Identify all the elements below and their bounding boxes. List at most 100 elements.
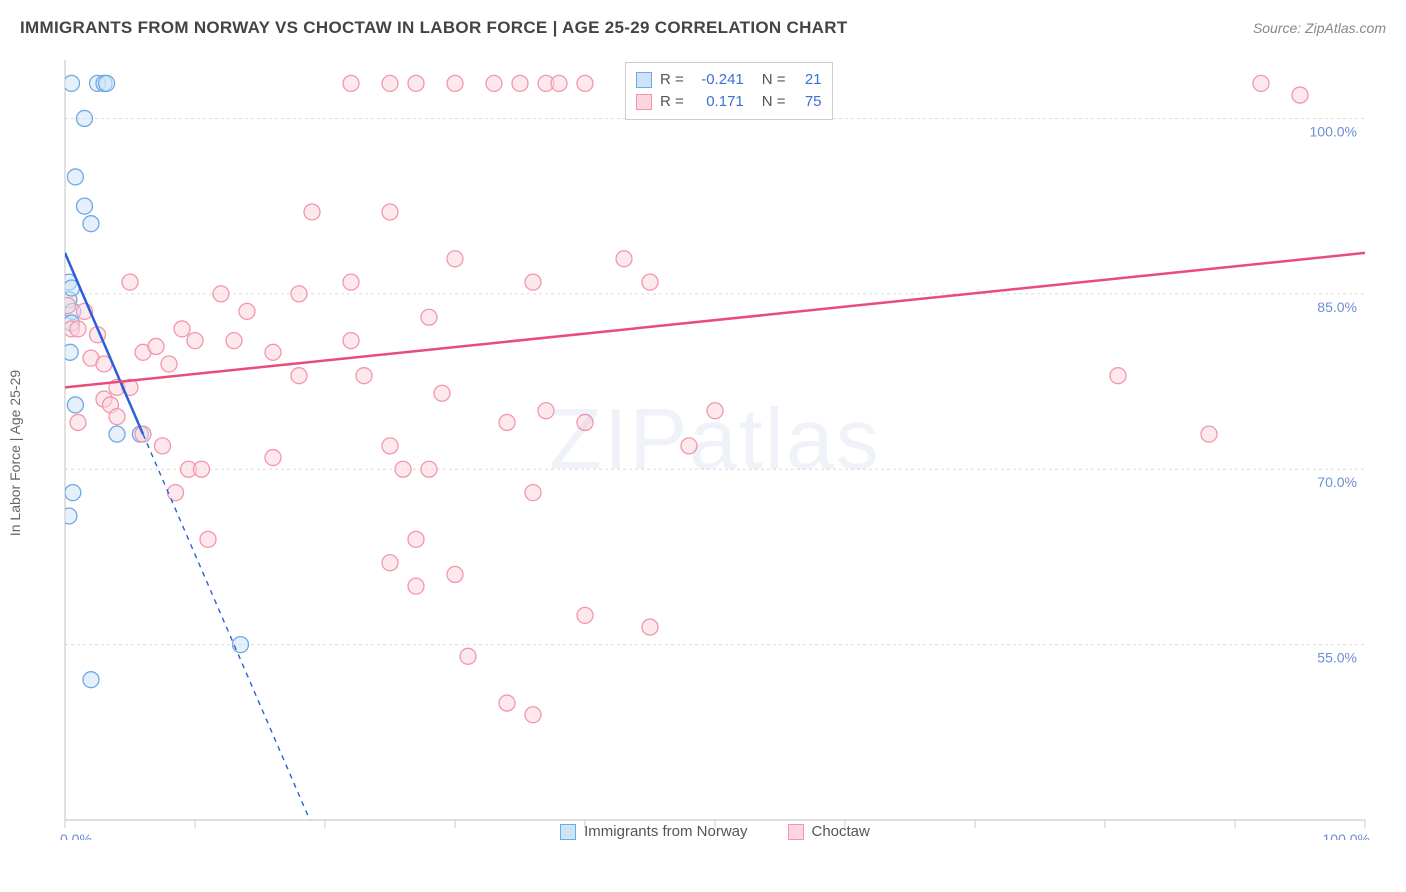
data-point-choctaw [161,356,177,372]
chart-area: In Labor Force | Age 25-29 ZIPatlas 55.0… [45,50,1385,840]
data-point-choctaw [512,75,528,91]
y-tick-label: 55.0% [1317,650,1357,666]
legend-n-value: 21 [794,69,822,91]
data-point-choctaw [343,274,359,290]
data-point-choctaw [382,204,398,220]
title-bar: IMMIGRANTS FROM NORWAY VS CHOCTAW IN LAB… [20,18,1386,38]
trend-line-choctaw [65,253,1365,387]
legend-r-value: -0.241 [692,69,744,91]
data-point-choctaw [525,707,541,723]
data-point-choctaw [681,438,697,454]
data-point-choctaw [155,438,171,454]
legend-row-choctaw: R =0.171N =75 [636,91,822,113]
data-point-norway [77,198,93,214]
data-point-choctaw [343,75,359,91]
data-point-choctaw [642,274,658,290]
data-point-choctaw [122,274,138,290]
bottom-legend-item-choctaw: Choctaw [788,823,870,840]
legend-r-value: 0.171 [692,91,744,113]
y-axis-label: In Labor Force | Age 25-29 [7,370,23,536]
chart-title: IMMIGRANTS FROM NORWAY VS CHOCTAW IN LAB… [20,18,848,38]
data-point-choctaw [304,204,320,220]
data-point-choctaw [421,461,437,477]
data-point-norway [233,637,249,653]
data-point-choctaw [174,321,190,337]
data-point-choctaw [577,607,593,623]
data-point-choctaw [525,274,541,290]
legend-n-value: 75 [794,91,822,113]
data-point-choctaw [1201,426,1217,442]
data-point-choctaw [499,414,515,430]
legend-swatch [636,94,652,110]
data-point-choctaw [382,75,398,91]
data-point-choctaw [577,414,593,430]
data-point-choctaw [447,75,463,91]
data-point-choctaw [70,414,86,430]
data-point-norway [83,216,99,232]
data-point-choctaw [265,450,281,466]
data-point-choctaw [1110,368,1126,384]
data-point-choctaw [168,485,184,501]
data-point-choctaw [551,75,567,91]
data-point-choctaw [395,461,411,477]
data-point-choctaw [642,619,658,635]
data-point-norway [65,485,81,501]
y-tick-label: 70.0% [1317,474,1357,490]
data-point-choctaw [226,333,242,349]
data-point-norway [109,426,125,442]
data-point-choctaw [616,251,632,267]
data-point-norway [67,169,83,185]
data-point-choctaw [447,251,463,267]
data-point-choctaw [239,303,255,319]
legend-label: Immigrants from Norway [584,823,747,840]
legend-label: Choctaw [812,823,870,840]
data-point-norway [67,397,83,413]
data-point-norway [99,75,115,91]
data-point-choctaw [213,286,229,302]
legend-swatch [636,72,652,88]
data-point-choctaw [382,438,398,454]
data-point-choctaw [265,344,281,360]
data-point-choctaw [291,286,307,302]
data-point-choctaw [109,409,125,425]
data-point-choctaw [291,368,307,384]
scatter-plot: 55.0%70.0%85.0%100.0%0.0%100.0% [45,50,1385,840]
data-point-choctaw [356,368,372,384]
data-point-choctaw [187,333,203,349]
data-point-choctaw [408,531,424,547]
data-point-choctaw [486,75,502,91]
data-point-norway [77,110,93,126]
data-point-choctaw [447,566,463,582]
data-point-choctaw [382,555,398,571]
data-point-choctaw [434,385,450,401]
data-point-choctaw [577,75,593,91]
bottom-legend-item-norway: Immigrants from Norway [560,823,747,840]
data-point-choctaw [707,403,723,419]
data-point-norway [61,508,77,524]
legend-row-norway: R =-0.241N =21 [636,69,822,91]
data-point-choctaw [148,338,164,354]
data-point-choctaw [1253,75,1269,91]
data-point-choctaw [70,321,86,337]
data-point-choctaw [499,695,515,711]
source-label: Source: ZipAtlas.com [1253,20,1386,36]
data-point-choctaw [343,333,359,349]
data-point-choctaw [408,578,424,594]
data-point-choctaw [194,461,210,477]
data-point-choctaw [60,298,76,314]
correlation-legend: R =-0.241N =21R =0.171N =75 [625,62,833,120]
y-tick-label: 85.0% [1317,299,1357,315]
legend-swatch [560,824,576,840]
data-point-choctaw [200,531,216,547]
data-point-norway [64,75,80,91]
data-point-choctaw [408,75,424,91]
data-point-choctaw [538,403,554,419]
data-point-choctaw [525,485,541,501]
data-point-norway [83,672,99,688]
data-point-choctaw [1292,87,1308,103]
data-point-choctaw [421,309,437,325]
data-point-choctaw [460,648,476,664]
legend-swatch [788,824,804,840]
y-tick-label: 100.0% [1310,123,1357,139]
bottom-legend: Immigrants from Norway Choctaw [45,823,1385,840]
